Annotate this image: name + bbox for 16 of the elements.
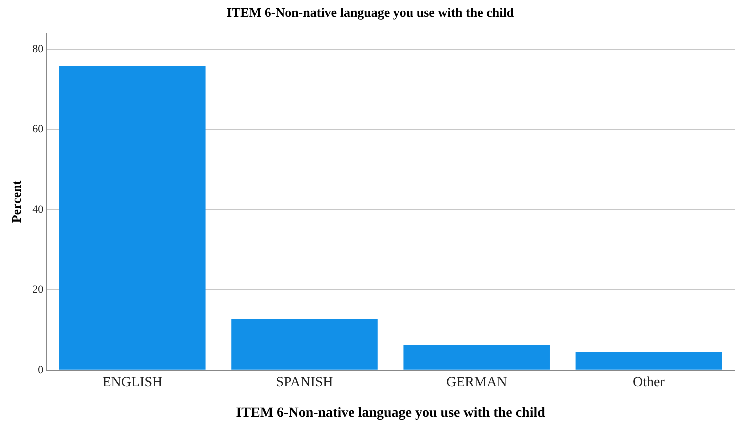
y-tick-label: 0 (38, 364, 44, 376)
bar (60, 66, 206, 370)
chart-title: ITEM 6-Non-native language you use with the child (226, 5, 515, 20)
y-tick-label: 40 (32, 204, 44, 216)
x-tick-label: GERMAN (446, 375, 508, 390)
x-tick-label: SPANISH (276, 375, 334, 390)
bar (232, 319, 378, 370)
bar (576, 352, 722, 370)
y-tick-label: 60 (32, 124, 44, 136)
x-tick-label: Other (633, 375, 666, 390)
y-tick-label: 80 (32, 44, 44, 56)
x-tick-label: ENGLISH (102, 375, 163, 390)
x-axis-title: ITEM 6-Non-native language you use with the child (236, 406, 546, 422)
y-tick-label: 20 (32, 284, 44, 296)
bar (404, 345, 550, 370)
y-axis-title: Percent (9, 180, 24, 224)
